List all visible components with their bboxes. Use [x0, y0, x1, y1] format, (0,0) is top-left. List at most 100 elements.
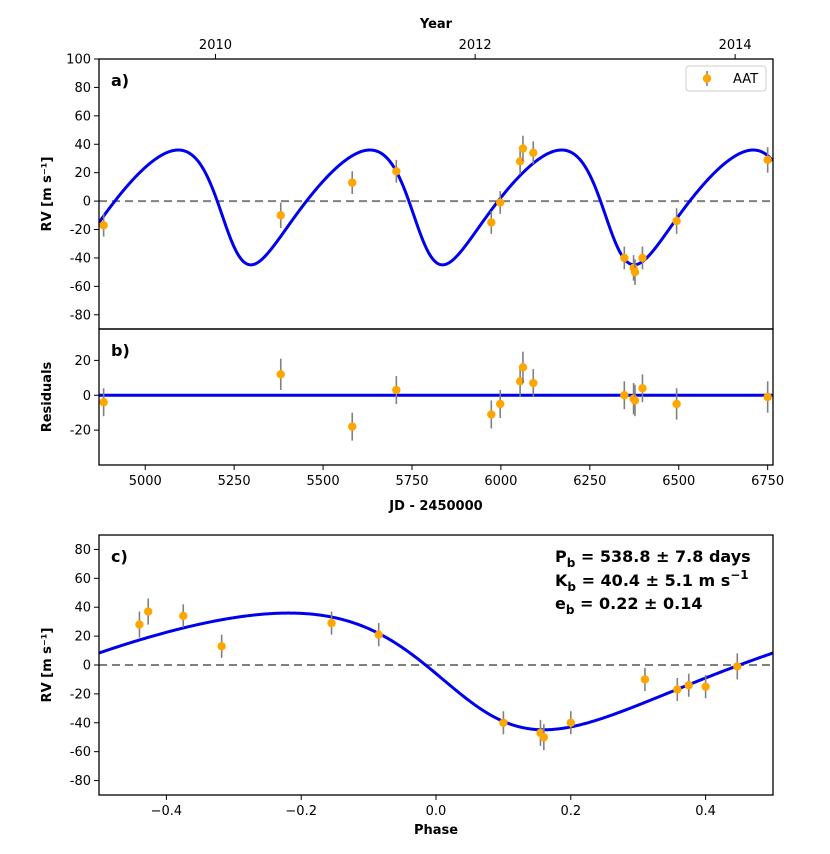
data-marker: [495, 399, 505, 409]
data-marker: [539, 733, 549, 742]
data-point: [701, 675, 710, 699]
annotation-symbol: K: [555, 571, 568, 590]
plot-frame: [98, 328, 774, 466]
panel-label: b): [111, 341, 130, 360]
y-tick-label: 80: [74, 543, 91, 558]
data-marker: [276, 370, 285, 379]
y-tick-label: 0: [83, 389, 91, 404]
data-point: [733, 653, 742, 680]
x-tick-label: 6500: [662, 474, 695, 489]
y-tick-label: 100: [66, 53, 91, 68]
annotation-symbol: e: [555, 594, 566, 613]
residual-point: [276, 358, 285, 391]
data-marker: [99, 398, 108, 407]
data-marker: [374, 630, 383, 639]
data-point: [135, 611, 144, 638]
x-tick-label: 5000: [129, 474, 162, 489]
x-tick-label: 5500: [307, 474, 340, 489]
data-marker: [276, 211, 285, 220]
y-tick-label: -40: [70, 716, 91, 731]
data-marker: [327, 618, 336, 628]
data-marker: [135, 620, 144, 629]
data-point: [630, 259, 640, 285]
annotation-value: = 40.4 ± 5.1 m s: [576, 571, 730, 590]
x-axis-title: JD - 2450000: [388, 499, 482, 514]
data-marker: [672, 216, 681, 226]
plot-frame: [98, 58, 774, 330]
data-marker: [179, 611, 188, 621]
x-tick-label: 0.2: [560, 804, 581, 819]
y-tick-label: 40: [74, 138, 91, 153]
data-marker: [630, 267, 640, 277]
x-tick-label: 5750: [395, 474, 428, 489]
data-point: [629, 255, 638, 281]
x-tick-label: 0.4: [695, 804, 716, 819]
annotation-subscript: b: [567, 580, 576, 594]
residual-point: [487, 400, 496, 429]
data-marker: [529, 378, 538, 388]
data-point: [620, 246, 629, 270]
top-x-tick-label: 2014: [719, 38, 752, 53]
data-marker: [529, 148, 538, 157]
data-marker: [99, 221, 108, 230]
legend-marker: [702, 74, 712, 83]
data-marker: [733, 662, 742, 671]
data-point: [374, 623, 383, 647]
residual-point: [348, 412, 357, 441]
data-marker: [638, 384, 647, 393]
y-tick-label: -20: [70, 223, 91, 238]
panel-label: c): [111, 547, 128, 566]
data-point: [518, 135, 528, 162]
model-curve: [99, 148, 773, 267]
x-tick-label: 6750: [751, 474, 784, 489]
annotation-subscript: b: [567, 556, 576, 570]
data-marker: [620, 391, 629, 400]
data-marker: [348, 422, 357, 431]
data-marker: [392, 167, 401, 176]
data-point: [392, 159, 401, 183]
annotation-e: eb = 0.22 ± 0.14: [555, 594, 703, 617]
x-tick-label: 6000: [484, 474, 517, 489]
data-marker: [392, 385, 401, 395]
annotation-value: = 0.22 ± 0.14: [574, 594, 702, 613]
x-tick-label: 6250: [573, 474, 606, 489]
y-tick-label: 60: [74, 572, 91, 587]
y-tick-label: 0: [83, 195, 91, 210]
data-marker: [673, 685, 682, 694]
annotation-superscript: −1: [730, 568, 748, 582]
y-tick-label: -80: [70, 308, 91, 323]
data-point: [566, 711, 575, 735]
panel-c-phase: -80 -60 -40 -20 0 20 40 60 80 −0.4 −0.2 0.0 0.2 0.4 Ph…: [40, 534, 774, 838]
y-tick-label: 80: [74, 81, 91, 96]
residual-point: [529, 369, 538, 397]
y-tick-label: 20: [74, 354, 91, 369]
residual-point: [630, 384, 640, 417]
legend-label: AAT: [733, 72, 758, 87]
y-tick-label: -80: [70, 774, 91, 789]
data-marker: [518, 144, 528, 153]
data-point: [179, 604, 188, 628]
x-tick-label: −0.4: [151, 804, 183, 819]
data-point: [327, 611, 336, 635]
y-tick-label: 40: [74, 601, 91, 616]
data-point: [487, 211, 496, 234]
data-marker: [640, 675, 650, 684]
panel-a-rv-time: -80 -60 -40 -20 0 20 40 60 80 100 2010 2012 2014 Year…: [40, 17, 774, 330]
residual-point: [763, 381, 772, 413]
y-tick-label: -60: [70, 745, 91, 760]
data-marker: [499, 718, 508, 727]
data-marker: [495, 198, 505, 207]
y-tick-label: -60: [70, 280, 91, 295]
residual-point: [672, 388, 681, 420]
data-marker: [348, 178, 357, 187]
data-marker: [518, 363, 528, 372]
data-marker: [144, 607, 153, 616]
data-marker: [217, 642, 226, 651]
annotation-P: Pb = 538.8 ± 7.8 days: [555, 547, 751, 570]
data-marker: [487, 410, 496, 419]
data-point: [763, 147, 772, 173]
data-point: [672, 208, 681, 234]
residual-point: [518, 351, 528, 384]
data-point: [638, 246, 647, 270]
annotation-value: = 538.8 ± 7.8 days: [575, 547, 750, 566]
